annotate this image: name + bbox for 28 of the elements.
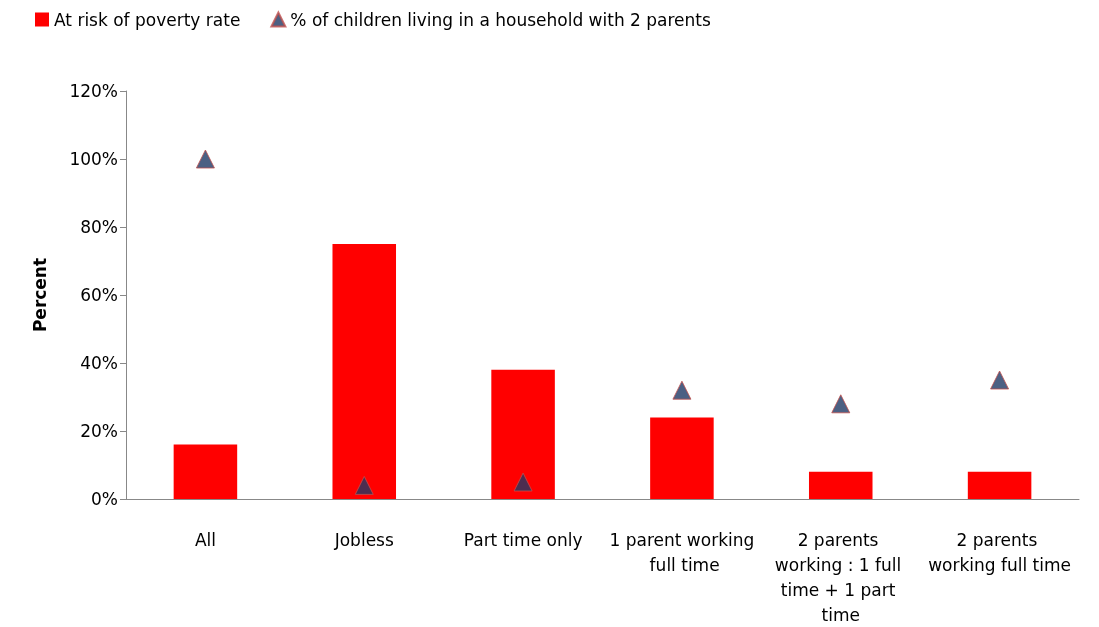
point	[831, 394, 851, 414]
y-tick-label: 80%	[80, 217, 118, 237]
bar	[491, 369, 555, 499]
y-tick-label: 40%	[80, 353, 118, 373]
point	[513, 472, 533, 492]
x-tick-label: Jobless	[333, 529, 394, 550]
point	[672, 380, 692, 400]
legend-label: At risk of poverty rate	[54, 9, 241, 30]
point	[990, 370, 1010, 390]
bar	[173, 444, 238, 499]
x-tick-label: Part time only	[463, 529, 583, 550]
point	[195, 149, 215, 169]
bar	[967, 471, 1032, 499]
y-axis-title: Percent	[29, 257, 50, 333]
bar	[808, 471, 873, 499]
y-tick-label: 100%	[69, 149, 118, 169]
y-tick-label: 120%	[69, 81, 118, 101]
bar	[332, 244, 397, 499]
bar	[650, 417, 714, 499]
x-tick-label: All	[194, 529, 216, 550]
x-tick-label: 1 parent working full time	[609, 529, 755, 575]
x-tick-label: 2 parents working full time	[928, 529, 1072, 575]
legend-label: % of children living in a household with 2 parents	[290, 9, 712, 30]
x-tick-label: 2 parents working : 1 full time + 1 part time	[774, 529, 907, 625]
y-tick-label: 0%	[91, 489, 118, 509]
y-tick-label: 60%	[80, 285, 118, 305]
y-tick-label: 20%	[80, 421, 118, 441]
point	[354, 475, 374, 495]
